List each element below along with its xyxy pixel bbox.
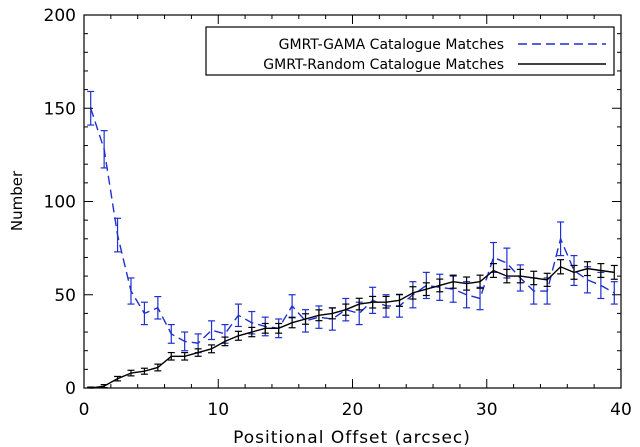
legend-box (205, 26, 615, 76)
error-bar (382, 295, 390, 309)
error-bar (221, 336, 229, 347)
error-bar (208, 320, 216, 341)
error-bar (114, 217, 122, 253)
x-axis-label: Positional Offset (arcsec) (233, 428, 471, 447)
error-bar (181, 331, 189, 352)
error-bar (114, 375, 122, 382)
x-tick-label: 40 (610, 400, 632, 420)
error-bar (275, 322, 283, 334)
error-bar (530, 270, 538, 286)
x-tick-label: 30 (476, 400, 498, 420)
error-bar (476, 274, 484, 289)
error-bar (597, 263, 605, 279)
error-bar (127, 277, 135, 305)
y-tick-label: 100 (44, 193, 76, 213)
y-axis-label: Number (8, 170, 26, 231)
y-tick-label: 50 (54, 286, 76, 306)
error-bar (127, 369, 135, 377)
error-bar (154, 363, 162, 372)
error-bar (610, 281, 618, 305)
error-bar (248, 326, 256, 338)
error-bar (355, 297, 363, 311)
series-line (90, 265, 615, 389)
y-tick-label: 150 (44, 99, 76, 119)
error-bar (557, 221, 565, 257)
error-bar (503, 268, 511, 284)
error-bar (328, 307, 336, 320)
x-tick-label: 20 (342, 400, 364, 420)
error-bar (234, 330, 242, 341)
error-bar (409, 286, 417, 300)
error-bar (395, 293, 403, 307)
error-bar (261, 322, 269, 334)
x-axis: 0 10 20 30 40 (79, 15, 632, 420)
error-bar (140, 301, 148, 326)
error-bar (234, 303, 242, 328)
error-bar (167, 323, 175, 344)
x-tick-label: 10 (207, 400, 229, 420)
error-bar (288, 317, 296, 329)
error-bar (516, 268, 524, 284)
error-bar (208, 344, 216, 354)
error-bar (570, 264, 578, 280)
error-bar (140, 367, 148, 375)
error-bar (369, 295, 377, 309)
error-bar (436, 278, 444, 293)
error-bar (342, 303, 350, 316)
error-bar (463, 276, 471, 291)
error-bar (194, 348, 202, 357)
error-bar (288, 294, 296, 318)
legend-label: GMRT-GAMA Catalogue Matches (279, 37, 504, 53)
error-bar (167, 351, 175, 361)
legend: GMRT-GAMA Catalogue Matches GMRT-Random C… (205, 26, 615, 76)
error-bar (315, 309, 323, 322)
error-bar (181, 351, 189, 361)
error-bar (557, 259, 565, 275)
y-axis: 0 50 100 150 200 (44, 6, 621, 399)
series-line (90, 108, 615, 344)
legend-label: GMRT-Random Catalogue Matches (263, 57, 504, 73)
plot-series (87, 90, 618, 389)
series-1 (87, 90, 618, 354)
error-bar (489, 263, 497, 279)
error-bar (449, 274, 457, 289)
y-tick-label: 200 (44, 6, 76, 26)
error-bar (543, 272, 551, 287)
error-bar (610, 264, 618, 280)
error-bar (302, 313, 310, 325)
error-bar (154, 296, 162, 320)
error-bar (583, 261, 591, 277)
x-tick-label: 0 (79, 400, 90, 420)
error-bar (422, 282, 430, 297)
y-tick-label: 0 (65, 379, 76, 399)
error-bar (100, 130, 108, 169)
